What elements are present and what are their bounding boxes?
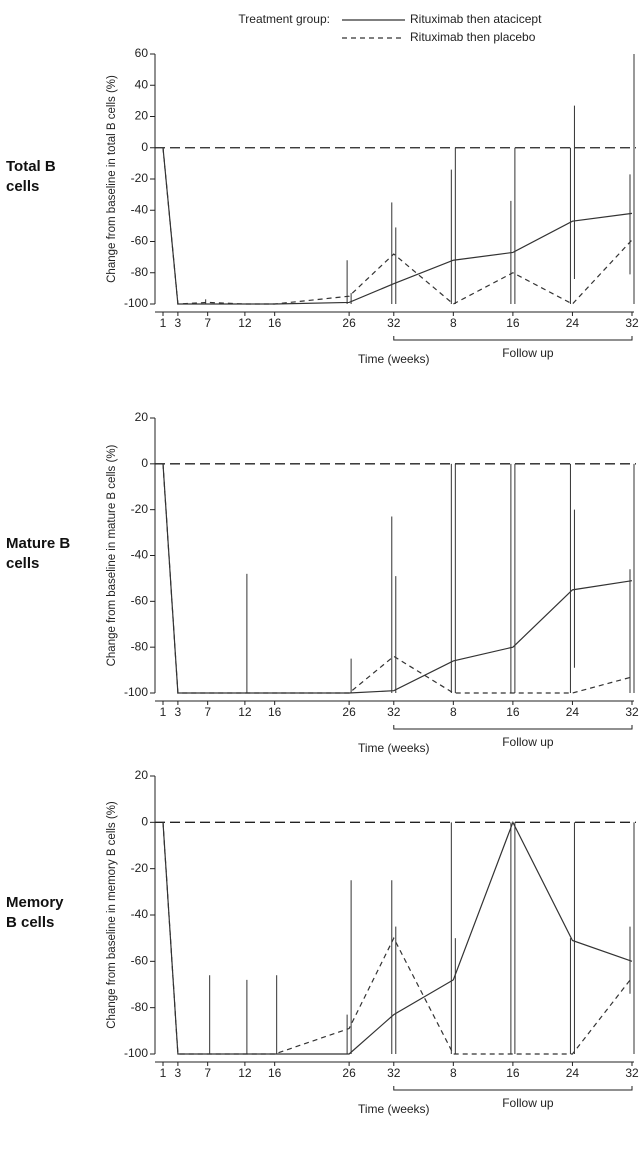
y-tick-label: -60	[131, 954, 149, 968]
x-tick-label: 7	[204, 705, 211, 719]
x-tick-label: 7	[204, 316, 211, 330]
x-tick-label: 16	[506, 1066, 520, 1080]
x-tick-label: 12	[238, 316, 252, 330]
follow-up-label: Follow up	[502, 346, 554, 360]
x-tick-label: 26	[342, 316, 356, 330]
x-tick-label: 16	[268, 1066, 282, 1080]
y-tick-label: -100	[124, 685, 148, 699]
x-tick-label: 16	[268, 316, 282, 330]
y-tick-label: 0	[141, 140, 148, 154]
x-tick-label: 3	[175, 1066, 182, 1080]
x-tick-label: 32	[387, 1066, 401, 1080]
y-tick-label: -20	[131, 171, 149, 185]
follow-up-label: Follow up	[502, 1096, 554, 1110]
y-tick-label: -80	[131, 265, 149, 279]
y-tick-label: -60	[131, 594, 149, 608]
series-line	[162, 463, 633, 694]
legend-label: Rituximab then placebo	[410, 30, 536, 44]
x-tick-label: 24	[566, 1066, 580, 1080]
x-tick-label: 32	[387, 316, 401, 330]
y-tick-label: -100	[124, 296, 148, 310]
y-axis-label: Change from baseline in total B cells (%…	[106, 75, 118, 283]
y-tick-label: -20	[131, 502, 149, 516]
y-tick-label: 20	[135, 410, 149, 424]
x-tick-label: 7	[204, 1066, 211, 1080]
y-axis-label: Change from baseline in mature B cells (…	[106, 444, 118, 666]
x-tick-label: 24	[566, 705, 580, 719]
x-axis-label: Time (weeks)	[358, 352, 430, 366]
y-tick-label: -40	[131, 548, 149, 562]
row-label: Memory B cells	[6, 894, 64, 931]
x-tick-label: 32	[625, 316, 639, 330]
x-tick-label: 12	[238, 1066, 252, 1080]
x-tick-label: 32	[387, 705, 401, 719]
follow-up-bracket	[393, 725, 633, 730]
legend-label: Rituximab then atacicept	[410, 12, 542, 26]
y-tick-label: 0	[141, 456, 148, 470]
x-tick-label: 1	[160, 705, 167, 719]
y-tick-label: 20	[135, 109, 149, 123]
x-tick-label: 32	[625, 705, 639, 719]
y-tick-label: -20	[131, 861, 149, 875]
x-tick-label: 1	[160, 1066, 167, 1080]
x-tick-label: 12	[238, 705, 252, 719]
x-axis-label: Time (weeks)	[358, 741, 430, 755]
x-tick-label: 1	[160, 316, 167, 330]
follow-up-bracket	[393, 336, 633, 341]
series-line	[162, 820, 633, 1055]
x-tick-label: 3	[175, 316, 182, 330]
x-tick-label: 16	[506, 316, 520, 330]
y-tick-label: -40	[131, 907, 149, 921]
legend-title: Treatment group:	[238, 12, 330, 26]
y-tick-label: -40	[131, 202, 149, 216]
x-tick-label: 26	[342, 705, 356, 719]
x-tick-label: 16	[506, 705, 520, 719]
x-axis-label: Time (weeks)	[358, 1102, 430, 1116]
row-label: Total B cells	[6, 158, 56, 195]
x-tick-label: 26	[342, 1066, 356, 1080]
y-tick-label: -80	[131, 1000, 149, 1014]
x-tick-label: 16	[268, 705, 282, 719]
x-tick-label: 8	[450, 705, 457, 719]
x-tick-label: 8	[450, 316, 457, 330]
y-tick-label: 20	[135, 768, 149, 782]
series-line	[162, 147, 633, 305]
y-tick-label: 60	[135, 46, 149, 60]
series-line	[162, 822, 633, 1055]
y-tick-label: -80	[131, 639, 149, 653]
follow-up-label: Follow up	[502, 735, 554, 749]
follow-up-bracket	[393, 1086, 633, 1091]
x-tick-label: 24	[566, 316, 580, 330]
y-tick-label: -60	[131, 234, 149, 248]
series-line	[162, 147, 633, 305]
x-tick-label: 8	[450, 1066, 457, 1080]
x-tick-label: 3	[175, 705, 182, 719]
y-tick-label: -100	[124, 1046, 148, 1060]
row-label: Mature B cells	[6, 534, 71, 572]
y-tick-label: 40	[135, 77, 149, 91]
y-tick-label: 0	[141, 815, 148, 829]
x-tick-label: 32	[625, 1066, 639, 1080]
y-axis-label: Change from baseline in memory B cells (…	[106, 801, 118, 1029]
